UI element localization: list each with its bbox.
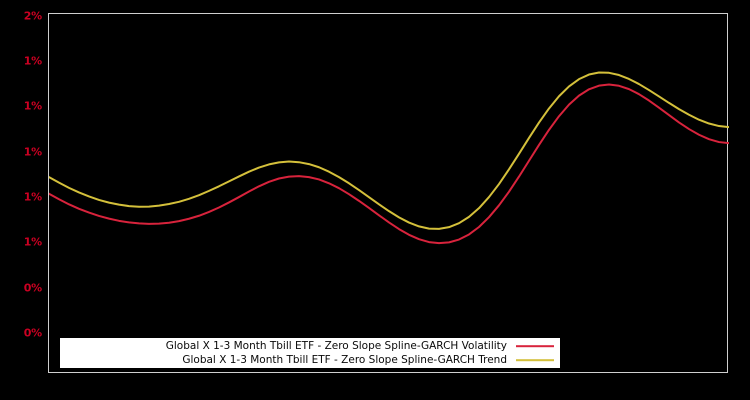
chart-legend: Global X 1-3 Month Tbill ETF - Zero Slop… [60,338,560,368]
series-line [49,83,729,245]
legend-item: Global X 1-3 Month Tbill ETF - Zero Slop… [60,339,560,353]
y-axis-tick-label: 1% [23,54,42,68]
legend-item: Global X 1-3 Month Tbill ETF - Zero Slop… [60,353,560,367]
plot-area [48,13,729,373]
y-axis-tick-label: 1% [23,99,42,113]
legend-item-label: Global X 1-3 Month Tbill ETF - Zero Slop… [182,354,507,366]
y-axis-tick-label: 2% [23,9,42,23]
legend-color-swatch [516,353,554,367]
y-axis-tick-label: 0% [23,281,42,295]
y-axis-tick-label: 1% [23,190,42,204]
series-canvas [49,71,729,245]
y-axis-tick-label: 0% [23,326,42,340]
legend-item-label: Global X 1-3 Month Tbill ETF - Zero Slop… [165,340,507,352]
y-axis: 2% 1% 1% 1% 1% 1% 0% 0% [0,0,48,400]
series-line [49,71,729,230]
y-axis-tick-label: 1% [23,145,42,159]
y-axis-tick-label: 1% [23,235,42,249]
legend-color-swatch [516,339,554,353]
